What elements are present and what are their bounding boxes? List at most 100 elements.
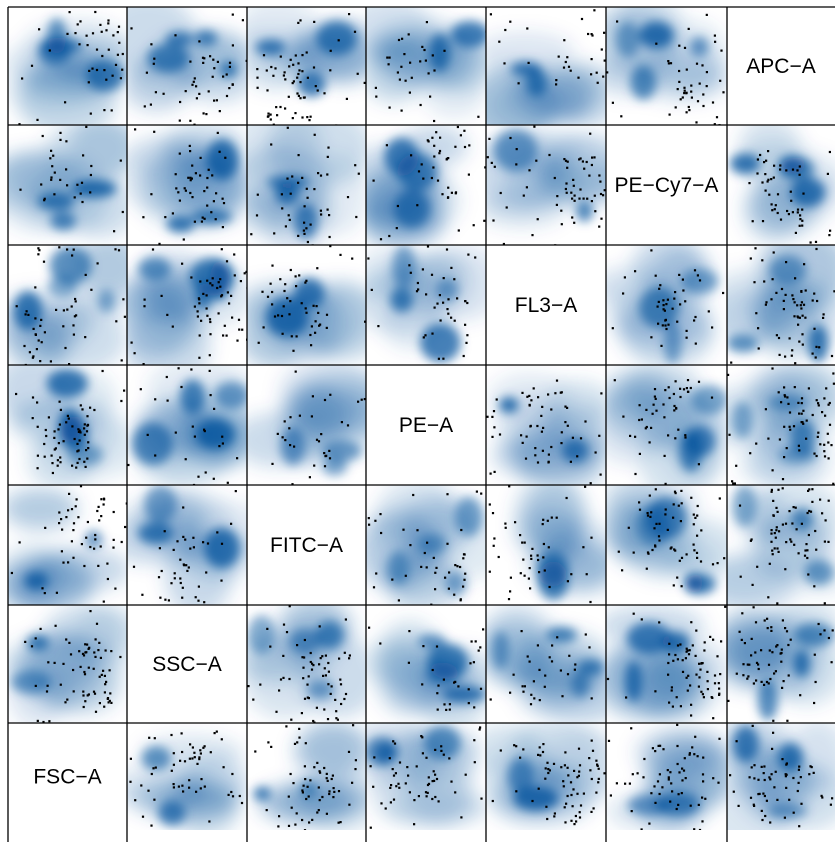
outlier-point — [424, 59, 427, 62]
outlier-point — [447, 157, 450, 160]
outlier-point — [751, 220, 754, 223]
outlier-point — [656, 780, 660, 783]
outlier-point — [574, 814, 577, 818]
outlier-point — [685, 336, 688, 339]
outlier-point — [339, 253, 342, 256]
outlier-point — [679, 98, 682, 101]
outlier-point — [768, 649, 771, 652]
outlier-point — [170, 769, 173, 772]
outlier-point — [694, 342, 697, 345]
panel-PE-Cy7-A-vs-FITC-A — [247, 125, 366, 245]
outlier-point — [491, 435, 494, 438]
outlier-point — [447, 186, 450, 189]
outlier-point — [533, 697, 536, 700]
outlier-point — [589, 600, 592, 604]
outlier-point — [777, 391, 780, 394]
outlier-point — [483, 219, 486, 222]
outlier-point — [427, 776, 430, 779]
outlier-point — [38, 28, 41, 31]
outlier-point — [801, 333, 804, 336]
density-core — [132, 379, 247, 466]
outlier-point — [767, 178, 770, 181]
outlier-point — [687, 105, 690, 109]
outlier-point — [282, 305, 285, 308]
outlier-point — [772, 719, 775, 722]
outlier-point — [785, 447, 788, 450]
outlier-point — [821, 796, 824, 799]
outlier-point — [611, 101, 614, 104]
outlier-point — [222, 202, 226, 205]
outlier-point — [490, 161, 493, 164]
outlier-point — [811, 352, 814, 355]
outlier-point — [269, 118, 272, 121]
outlier-point — [804, 316, 807, 319]
outlier-point — [85, 34, 88, 37]
outlier-point — [650, 249, 653, 252]
outlier-point — [425, 795, 428, 798]
outlier-point — [634, 435, 637, 438]
outlier-point — [655, 42, 658, 45]
outlier-point — [36, 401, 39, 404]
outlier-point — [42, 720, 45, 723]
outlier-point — [530, 554, 533, 557]
outlier-point — [72, 668, 75, 672]
outlier-point — [493, 470, 496, 473]
outlier-point — [687, 653, 691, 656]
outlier-point — [323, 667, 326, 670]
outlier-point — [536, 644, 539, 647]
outlier-point — [676, 88, 679, 91]
outlier-point — [460, 816, 463, 819]
outlier-point — [76, 183, 79, 186]
outlier-point — [195, 97, 198, 100]
outlier-point — [686, 390, 690, 393]
outlier-point — [664, 389, 667, 392]
outlier-point — [492, 544, 495, 547]
outlier-point — [498, 40, 501, 43]
outlier-point — [809, 765, 812, 768]
outlier-point — [386, 56, 389, 59]
outlier-points — [271, 370, 366, 485]
outlier-point — [152, 62, 155, 65]
outlier-point — [798, 224, 801, 227]
outlier-point — [44, 428, 47, 432]
outlier-point — [266, 89, 269, 92]
outlier-point — [826, 172, 829, 175]
outlier-point — [24, 313, 27, 316]
density-core — [429, 20, 486, 72]
outlier-point — [298, 727, 301, 730]
outlier-point — [94, 538, 97, 541]
outlier-point — [789, 190, 792, 193]
outlier-point — [215, 99, 218, 102]
outlier-point — [787, 643, 790, 647]
outlier-point — [74, 505, 77, 508]
outlier-points — [18, 10, 124, 125]
outlier-point — [776, 602, 779, 605]
outlier-point — [398, 786, 401, 789]
outlier-point — [793, 315, 796, 318]
panel-FL3-A-vs-PE-A — [366, 245, 486, 363]
outlier-point — [86, 694, 89, 697]
outlier-point — [685, 676, 688, 679]
outlier-point — [111, 74, 114, 77]
outlier-point — [536, 218, 539, 221]
outlier-point — [489, 13, 492, 16]
outlier-point — [464, 773, 467, 776]
outlier-point — [657, 300, 660, 303]
outlier-point — [718, 737, 721, 740]
outlier-point — [693, 828, 696, 830]
outlier-point — [599, 192, 603, 196]
outlier-point — [209, 55, 212, 58]
outlier-point — [684, 657, 687, 660]
outlier-point — [389, 786, 392, 789]
outlier-point — [36, 719, 39, 722]
outlier-point — [743, 642, 746, 645]
outlier-point — [82, 694, 85, 697]
outlier-point — [462, 585, 465, 588]
outlier-point — [78, 650, 81, 653]
panel-FSC-A-vs-FITC-A — [253, 723, 366, 830]
outlier-point — [701, 64, 704, 67]
outlier-point — [39, 324, 42, 327]
outlier-point — [183, 760, 187, 763]
outlier-point — [810, 766, 813, 769]
